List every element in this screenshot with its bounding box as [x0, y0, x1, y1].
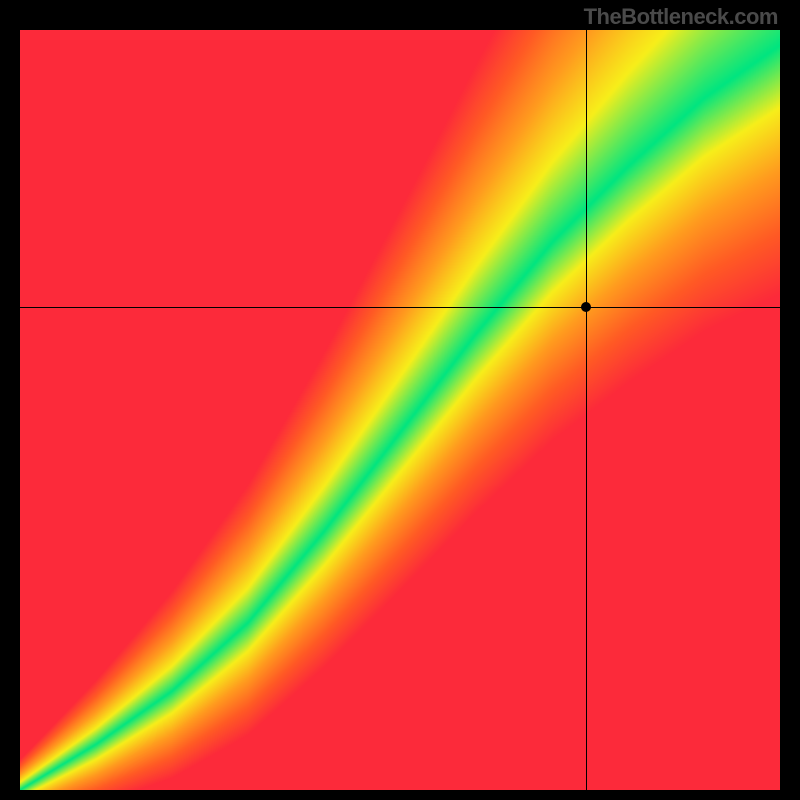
data-point-marker [581, 302, 591, 312]
crosshair-horizontal [20, 307, 780, 308]
watermark-text: TheBottleneck.com [584, 4, 778, 30]
heatmap-canvas [20, 30, 780, 790]
crosshair-vertical [586, 30, 587, 790]
heatmap-plot [20, 30, 780, 790]
